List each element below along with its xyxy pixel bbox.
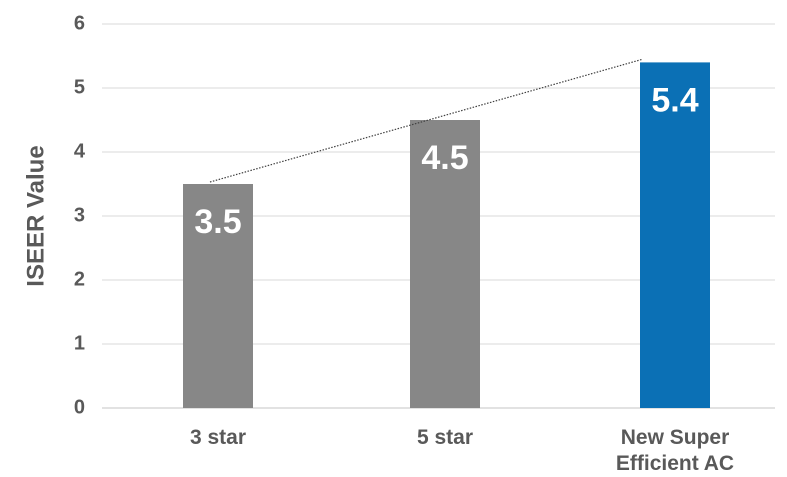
y-tick-label: 4 — [74, 140, 86, 162]
y-tick-label: 5 — [74, 76, 85, 98]
x-category-line: 5 star — [417, 426, 473, 449]
y-tick-label: 6 — [74, 12, 85, 34]
x-axis-categories: 3 star 5 star New Super Efficient AC — [190, 426, 734, 475]
data-labels: 3.5 4.5 5.4 — [194, 81, 698, 241]
x-category-label: 3 star — [190, 426, 246, 449]
data-label: 4.5 — [421, 139, 468, 177]
x-category-label: 5 star — [417, 426, 473, 449]
bar — [183, 184, 253, 408]
x-category-line: Efficient AC — [616, 452, 734, 475]
x-category-line: New Super — [621, 426, 730, 449]
x-category-line: 3 star — [190, 426, 246, 449]
y-axis-label: ISEER Value — [22, 145, 49, 286]
x-category-label: New Super Efficient AC — [616, 426, 734, 475]
data-label: 5.4 — [651, 81, 698, 119]
bar — [640, 62, 710, 409]
y-tick-label: 2 — [74, 268, 85, 290]
y-tick-label: 1 — [74, 332, 85, 354]
bar — [410, 120, 480, 408]
y-tick-label: 3 — [74, 204, 85, 226]
data-label: 3.5 — [194, 203, 241, 241]
y-axis-ticks: 0 1 2 3 4 5 6 — [74, 12, 86, 418]
y-tick-label: 0 — [74, 396, 85, 418]
bars — [183, 62, 710, 409]
